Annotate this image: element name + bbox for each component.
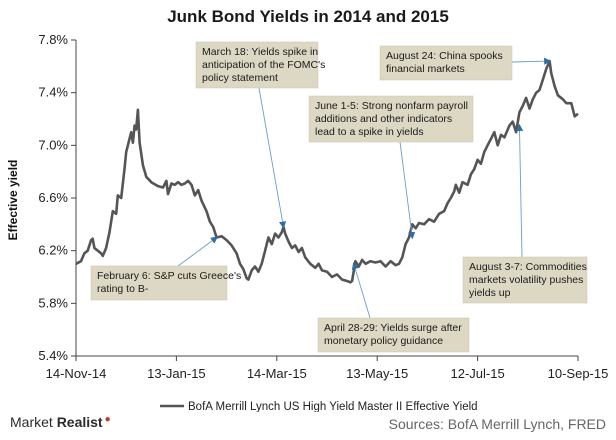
annotation-text: markets volatility pushes xyxy=(469,274,583,286)
annotation-arrow xyxy=(258,87,287,229)
y-tick-label: 7.8% xyxy=(38,32,68,47)
annotation-box xyxy=(90,265,228,301)
y-tick-label: 5.8% xyxy=(38,295,68,310)
legend-label: BofA Merrill Lynch US High Yield Master … xyxy=(188,401,478,412)
annotation-box xyxy=(462,256,588,304)
annotation-text: yields up xyxy=(469,287,511,299)
y-tick-label: 6.2% xyxy=(38,243,68,258)
annotation-text: February 6: S&P cuts Greece's xyxy=(97,270,241,282)
y-axis: 5.4% 5.8% 6.2% 6.6% 7.0% 7.4% 7.8% xyxy=(38,32,77,363)
magnifier-icon: ● xyxy=(104,414,111,425)
y-tick-label: 7.4% xyxy=(38,85,68,100)
annotation-june15: June 1-5: Strong nonfarm payrolladdition… xyxy=(308,95,474,240)
annotation-box xyxy=(308,95,474,143)
annotation-arrow xyxy=(399,141,416,240)
y-tick-label: 5.4% xyxy=(38,348,68,363)
annotation-text: policy statement xyxy=(202,72,278,84)
x-tick-label: 12-Jul-15 xyxy=(450,366,504,381)
annotation-text: lead to a spike in yields xyxy=(315,126,424,138)
annotation-arrow xyxy=(511,57,552,65)
annotation-text: rating to B- xyxy=(97,283,149,295)
x-tick-label: 14-Mar-15 xyxy=(247,366,307,381)
x-tick-label: 10-Sep-15 xyxy=(548,366,609,381)
series-group xyxy=(75,59,579,284)
source-note: Sources: BofA Merrill Lynch, FRED xyxy=(388,416,606,432)
x-tick-label: 13-May-15 xyxy=(346,366,408,381)
annotation-box xyxy=(317,317,470,353)
annotation-text: financial markets xyxy=(386,63,465,75)
annotation-arrow xyxy=(351,262,371,319)
annotation-text: August 3-7: Commodities xyxy=(469,261,587,273)
annotation-arrow xyxy=(515,123,524,258)
annotation-arrow xyxy=(177,236,219,267)
x-axis: 14-Nov-14 13-Jan-15 14-Mar-15 13-May-15 12-J… xyxy=(46,355,609,381)
y-tick-label: 6.6% xyxy=(38,190,68,205)
annotation-april2829: April 28-29: Yields surge aftermonetary … xyxy=(317,262,470,353)
annotation-text: anticipation of the FOMC's xyxy=(202,59,325,71)
annotation-text: April 28-29: Yields surge after xyxy=(324,322,462,334)
x-tick-label: 13-Jan-15 xyxy=(147,366,206,381)
brand-logo: Market Realist ● xyxy=(10,414,115,430)
annotation-text: March 18: Yields spike in xyxy=(202,46,318,58)
annotation-box xyxy=(195,41,319,89)
brand-regular: Market xyxy=(10,414,53,430)
y-tick-label: 7.0% xyxy=(38,137,68,152)
annotation-text: monetary policy guidance xyxy=(324,335,443,347)
annotation-text: June 1-5: Strong nonfarm payroll xyxy=(315,100,468,112)
y-axis-label: Effective yield xyxy=(6,160,20,241)
legend: BofA Merrill Lynch US High Yield Master … xyxy=(160,401,478,412)
x-tick-label: 14-Nov-14 xyxy=(46,366,107,381)
annotation-text: August 24: China spooks xyxy=(386,50,503,62)
annotation-text: additions and other indicators xyxy=(315,113,452,125)
chart-title: Junk Bond Yields in 2014 and 2015 xyxy=(167,7,449,26)
annotation-box xyxy=(379,45,513,81)
series-line xyxy=(75,59,579,284)
line-chart: Junk Bond Yields in 2014 and 2015 Effect… xyxy=(6,7,609,412)
brand-bold: Realist xyxy=(56,414,103,430)
